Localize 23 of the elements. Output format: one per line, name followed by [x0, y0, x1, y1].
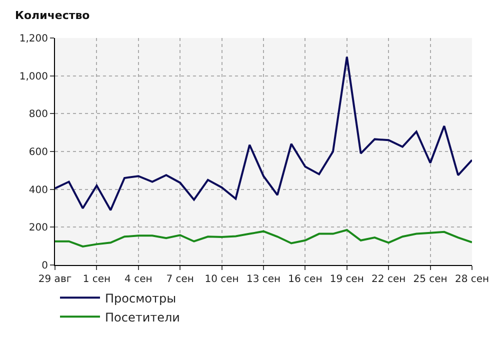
y-axis-title: Количество	[15, 9, 90, 22]
line-series	[55, 56, 472, 212]
y-tick-label: 1,000	[19, 71, 48, 82]
x-tick-label: 28 сен	[454, 274, 490, 285]
x-tick-label: 19 сен	[330, 274, 364, 285]
x-tick-label: 1 сен	[82, 274, 111, 285]
legend-label: Посетители	[105, 310, 180, 324]
x-tick-label: 25 сен	[413, 274, 448, 285]
x-tick-label: 22 сен	[372, 274, 406, 285]
x-tick-label: 4 сен	[124, 274, 152, 285]
y-tick-label: 400	[28, 184, 48, 196]
x-tick-label: 13 сен	[246, 274, 281, 285]
y-tick-label: 1,200	[19, 34, 48, 44]
x-tick-label: 10 сен	[204, 274, 239, 285]
legend-label: Просмотры	[105, 291, 176, 306]
x-tick-label: 7 сен	[166, 274, 194, 285]
y-tick-label: 600	[28, 147, 48, 158]
x-tick-label: 16 сен	[288, 274, 322, 285]
y-tick-label: 0	[42, 260, 48, 272]
y-tick-label: 800	[28, 109, 48, 120]
y-tick-label: 200	[28, 222, 48, 234]
line-series	[55, 229, 472, 248]
x-tick-label: 29 авг	[38, 274, 72, 285]
